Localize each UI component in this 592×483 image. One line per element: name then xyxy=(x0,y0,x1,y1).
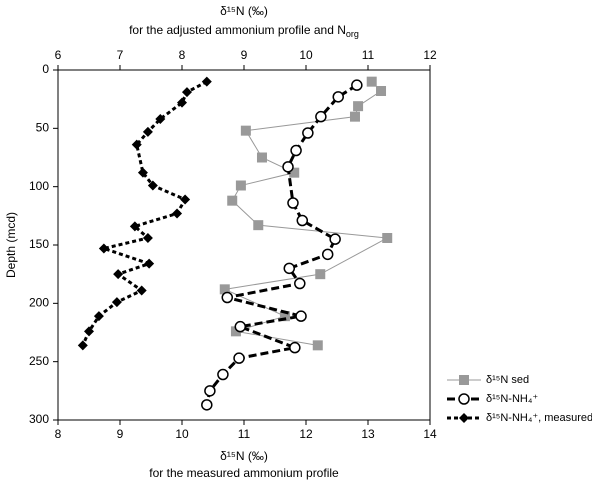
x2-tick-label: 11 xyxy=(362,48,375,62)
y-tick-label: 50 xyxy=(36,121,50,135)
x-tick-label: 13 xyxy=(361,427,375,441)
x2-label-line2: for the adjusted ammonium profile and No… xyxy=(129,23,359,39)
x2-tick-label: 9 xyxy=(241,48,248,62)
y-tick-label: 150 xyxy=(29,237,49,251)
y-tick-label: 250 xyxy=(29,354,49,368)
series-line xyxy=(81,80,208,346)
x2-label-text: for the adjusted ammonium profile and N xyxy=(129,23,346,37)
marker-diamond xyxy=(144,258,155,269)
marker-circle xyxy=(217,368,229,381)
marker-diamond xyxy=(111,297,122,308)
marker-square xyxy=(256,152,267,163)
marker-diamond xyxy=(137,167,148,178)
legend-label: δ¹⁵N-NH₄⁺, measured xyxy=(486,412,592,424)
marker-square xyxy=(382,233,393,243)
x-tick-label: 10 xyxy=(175,427,189,441)
legend-label: δ¹⁵N sed xyxy=(486,374,529,386)
marker-circle xyxy=(289,341,301,354)
marker-circle xyxy=(294,277,306,290)
marker-square xyxy=(366,76,377,87)
x2-label-line1: δ¹⁵N (‰) xyxy=(220,4,268,18)
x-tick-label: 8 xyxy=(55,427,62,441)
marker-diamond xyxy=(84,326,94,337)
marker-diamond xyxy=(177,97,187,108)
marker-square xyxy=(315,269,326,280)
marker-diamond xyxy=(136,285,147,296)
marker-square xyxy=(230,326,241,337)
marker-diamond xyxy=(172,208,183,219)
marker-circle xyxy=(321,248,334,261)
marker-circle xyxy=(221,291,234,304)
series-line xyxy=(205,83,358,406)
marker-circle xyxy=(290,144,302,157)
marker-diamond xyxy=(98,243,109,254)
marker-diamond xyxy=(131,139,142,150)
marker-diamond xyxy=(93,311,104,322)
series-line xyxy=(223,81,389,346)
y-tick-label: 300 xyxy=(29,412,49,426)
marker-circle xyxy=(296,214,309,227)
marker-square xyxy=(253,220,264,231)
marker-circle xyxy=(315,110,327,123)
marker-square xyxy=(235,180,246,191)
marker-diamond xyxy=(142,126,153,137)
marker-diamond xyxy=(180,194,191,205)
marker-circle xyxy=(234,320,247,333)
marker-square xyxy=(376,86,387,96)
marker-circle xyxy=(329,233,341,245)
y-tick-label: 0 xyxy=(42,62,49,76)
marker-diamond xyxy=(155,114,166,124)
marker-diamond xyxy=(142,233,153,243)
legend-label: δ¹⁵N-NH₄⁺ xyxy=(486,393,538,405)
marker-circle xyxy=(282,161,294,173)
marker-circle xyxy=(295,310,307,322)
marker-square xyxy=(219,284,230,295)
marker-diamond xyxy=(129,221,140,232)
marker-circle xyxy=(332,91,344,103)
x2-tick-label: 8 xyxy=(179,48,186,62)
marker-diamond xyxy=(77,340,88,351)
y-label: Depth (mcd) xyxy=(4,212,18,278)
marker-diamond xyxy=(201,76,212,87)
y-tick-label: 100 xyxy=(29,179,49,193)
x-tick-label: 12 xyxy=(299,427,313,441)
x2-tick-label: 12 xyxy=(423,48,437,62)
marker-diamond xyxy=(181,87,192,98)
x2-tick-label: 10 xyxy=(299,48,313,62)
marker-circle xyxy=(201,399,213,411)
marker-circle xyxy=(302,127,314,139)
marker-diamond xyxy=(113,269,124,280)
marker-circle xyxy=(283,262,296,275)
marker-square xyxy=(459,375,469,385)
marker-diamond xyxy=(459,413,469,423)
x2-label-sub: org xyxy=(346,29,359,39)
marker-circle xyxy=(233,352,245,364)
marker-square xyxy=(240,125,251,136)
marker-circle xyxy=(458,393,470,405)
marker-circle xyxy=(204,385,216,397)
x-label-line2: for the measured ammonium profile xyxy=(149,466,339,480)
marker-square xyxy=(289,167,300,178)
marker-circle xyxy=(287,197,299,209)
y-tick-label: 200 xyxy=(29,296,49,310)
x-tick-label: 9 xyxy=(117,427,124,441)
marker-diamond xyxy=(147,180,158,191)
marker-circle xyxy=(351,79,363,91)
x2-tick-label: 6 xyxy=(55,48,62,62)
marker-square xyxy=(312,340,323,351)
marker-square xyxy=(353,101,364,112)
marker-square xyxy=(349,111,360,122)
x-tick-label: 11 xyxy=(238,427,251,441)
x-tick-label: 14 xyxy=(423,427,437,441)
marker-square xyxy=(227,195,238,206)
x-label-line1: δ¹⁵N (‰) xyxy=(220,449,268,463)
x2-tick-label: 7 xyxy=(117,48,124,62)
marker-square xyxy=(279,311,290,322)
